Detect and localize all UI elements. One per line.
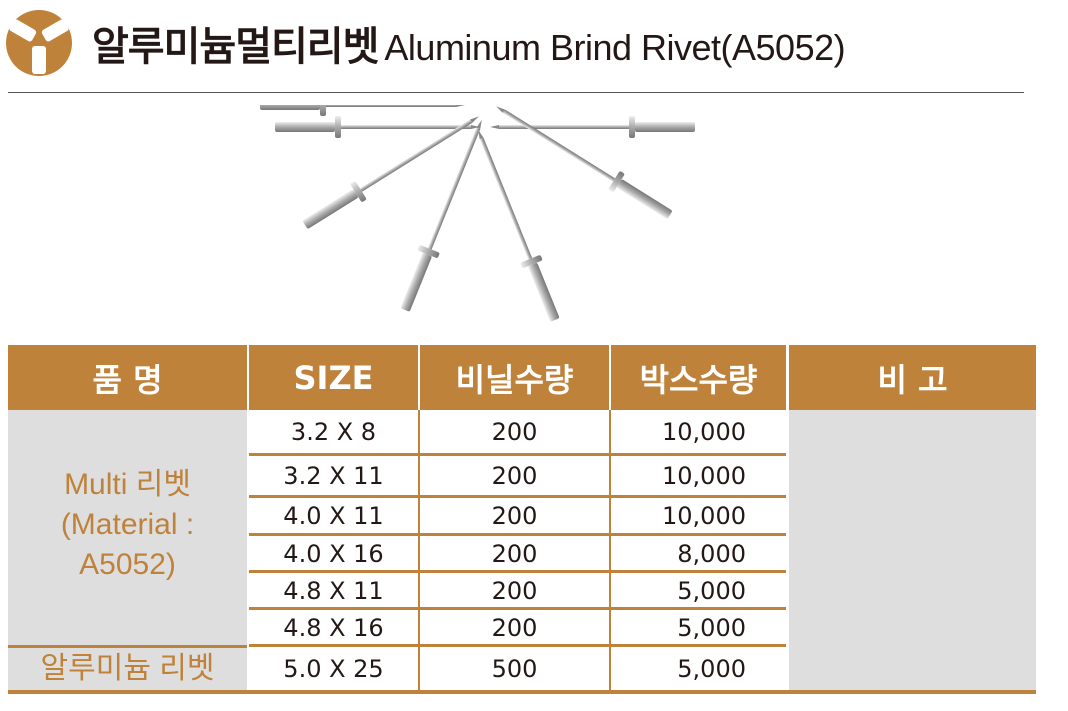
bag-qty-cell: 500 (491, 654, 538, 683)
bag-qty-cell: 200 (491, 613, 538, 642)
table-row: 4.0 X 11 200 10,000 (249, 498, 786, 534)
divider (8, 92, 1024, 93)
table-row: 5.0 X 25 500 5,000 (249, 647, 786, 690)
size-cell: 4.8 X 16 (283, 613, 384, 642)
table-bottom-border (8, 690, 1036, 694)
product-group-cell (8, 648, 247, 690)
header-product-name: 품 명 (8, 345, 247, 410)
company-logo-icon (6, 10, 72, 76)
group-name-line: Multi 리벳 (64, 468, 191, 501)
row-divider (249, 495, 786, 498)
divider (8, 645, 247, 648)
header-remark: 비 고 (789, 345, 1036, 410)
box-qty-cell: 10,000 (662, 502, 746, 530)
rivet-product-image (260, 105, 695, 325)
title-english: Aluminum Brind Rivet(A5052) (384, 27, 846, 68)
bag-qty-cell: 200 (491, 462, 538, 490)
header-box-qty: 박스수량 (611, 345, 786, 410)
divider (786, 410, 789, 690)
title-korean: 알루미늄멀티리벳 (92, 24, 379, 70)
box-qty-cell: 10,000 (662, 462, 746, 490)
size-cell: 4.0 X 16 (283, 539, 384, 568)
table-row: 4.0 X 16 200 8,000 (249, 536, 786, 571)
table-row: 4.8 X 16 200 5,000 (249, 610, 786, 645)
size-cell: 3.2 X 11 (283, 462, 384, 490)
row-divider (249, 453, 786, 456)
header-size: SIZE (249, 345, 418, 410)
bag-qty-cell: 200 (491, 576, 538, 605)
box-qty-cell: 5,000 (677, 613, 746, 642)
divider (609, 410, 611, 690)
table-row: 4.8 X 11 200 5,000 (249, 573, 786, 608)
row-divider (249, 570, 786, 573)
header-bag-qty: 비닐수량 (420, 345, 609, 410)
size-cell: 5.0 X 25 (283, 654, 384, 683)
group-name-aluminum: 알루미늄 리벳 (40, 652, 215, 685)
box-qty-cell: 8,000 (677, 539, 746, 568)
row-divider (249, 533, 786, 536)
box-qty-cell: 5,000 (677, 654, 746, 683)
size-cell: 4.8 X 11 (283, 576, 384, 605)
row-divider (249, 607, 786, 610)
remark-cell (789, 410, 1036, 690)
group-name-line: A5052) (79, 548, 176, 581)
size-cell: 4.0 X 11 (283, 502, 384, 530)
group-name-line: (Material : (60, 508, 195, 541)
box-qty-cell: 10,000 (662, 418, 746, 446)
page-title: 알루미늄멀티리벳 Aluminum Brind Rivet(A5052) (92, 14, 846, 72)
divider (418, 410, 420, 690)
bag-qty-cell: 200 (491, 539, 538, 568)
bag-qty-cell: 200 (491, 502, 538, 530)
box-qty-cell: 5,000 (677, 576, 746, 605)
row-divider (249, 644, 786, 647)
group-name-multi: Multi 리벳 (Material : A5052) (8, 465, 247, 585)
bag-qty-cell: 200 (491, 418, 538, 446)
product-group-cell (8, 410, 247, 645)
size-cell: 3.2 X 8 (290, 418, 377, 446)
table-row: 3.2 X 8 200 10,000 (249, 410, 786, 454)
table-row: 3.2 X 11 200 10,000 (249, 456, 786, 496)
